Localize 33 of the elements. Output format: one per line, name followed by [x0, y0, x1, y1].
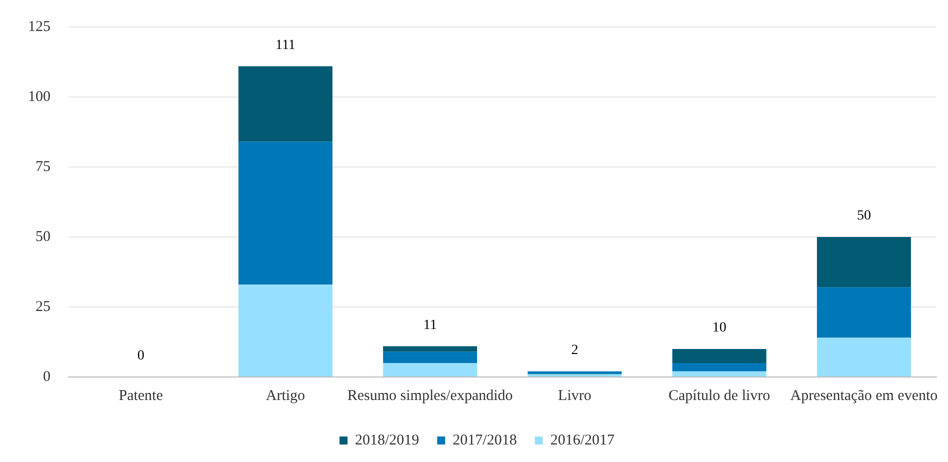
x-tick-label: Apresentação em evento: [790, 388, 938, 404]
x-tick-label: Capítulo de livro: [668, 388, 770, 404]
bar: [672, 371, 766, 376]
legend-label: 2017/2018: [452, 432, 517, 448]
bar: [672, 349, 766, 363]
bar: [816, 287, 911, 338]
total-label: 111: [275, 38, 296, 53]
total-label: 10: [712, 320, 726, 336]
bar: [383, 363, 478, 376]
x-tick-label: Patente: [118, 388, 164, 404]
total-label: 50: [856, 208, 871, 224]
y-tick-label: 25: [36, 298, 50, 315]
x-tick-label: Livro: [558, 388, 592, 404]
y-tick-label: 0: [43, 368, 50, 385]
bar: [383, 352, 478, 363]
y-tick-label: 50: [36, 228, 50, 245]
total-label: 11: [423, 318, 437, 333]
bar: [816, 338, 911, 376]
y-tick-label: 125: [28, 18, 50, 35]
total-label: 2: [571, 343, 578, 358]
x-tick-label: Artigo: [266, 388, 306, 404]
bar: [238, 66, 332, 142]
total-label: 0: [137, 348, 144, 364]
bar: [238, 284, 332, 376]
bar: [383, 346, 478, 352]
bar: [672, 363, 766, 372]
y-tick-label: 100: [28, 88, 50, 105]
y-tick-label: 75: [36, 158, 50, 175]
bar: [816, 237, 911, 288]
bar: [238, 142, 332, 285]
x-tick-label: Resumo simples/expandido: [347, 388, 513, 404]
legend-label: 2016/2017: [550, 432, 615, 448]
legend-label: 2018/2019: [355, 432, 420, 448]
